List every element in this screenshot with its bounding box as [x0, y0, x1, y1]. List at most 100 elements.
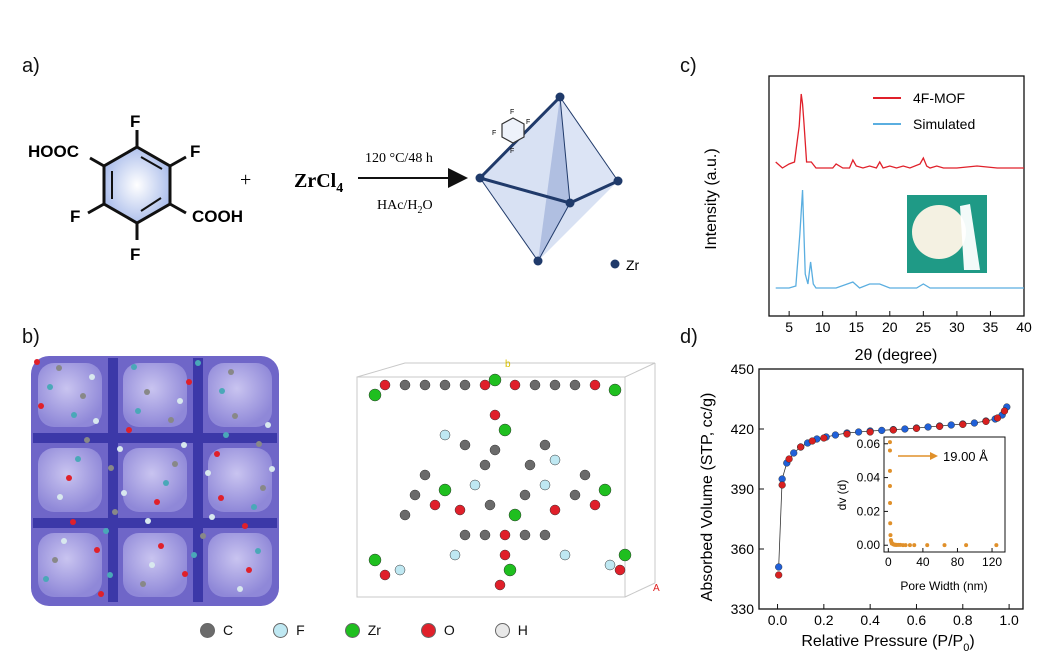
pxrd-xtick-label: 10 [815, 319, 831, 335]
isotherm-ytick-label: 390 [731, 481, 755, 497]
atom-sphere [103, 528, 109, 534]
atom-sphere [608, 383, 622, 397]
atom-sphere [529, 379, 541, 391]
atom-sphere [488, 373, 502, 387]
atom-sphere [519, 529, 531, 541]
atom-sphere [604, 559, 616, 571]
atom-sphere [195, 360, 201, 366]
atom-sphere [140, 581, 146, 587]
atom-sphere [172, 461, 178, 467]
isotherm-point [878, 426, 886, 435]
atom-legend-swatch [200, 622, 215, 638]
mof-unit-cell-render: b A [356, 359, 660, 598]
pxrd-xtick-label: 25 [916, 319, 932, 335]
atom-sphere [499, 529, 511, 541]
isotherm-xtick-label: 0.8 [953, 612, 973, 628]
atom-sphere [181, 442, 187, 448]
atom-sphere [459, 379, 471, 391]
legend-label-simulated: Simulated [913, 116, 975, 132]
isotherm-point [1000, 407, 1009, 415]
inset-point [912, 543, 917, 548]
atom-sphere [237, 586, 243, 592]
inset-ytick-label: 0.06 [857, 437, 881, 451]
atom-sphere [71, 412, 77, 418]
atom-legend-item: C [200, 622, 233, 638]
atom-sphere [379, 379, 391, 391]
pore-cavity [38, 533, 102, 597]
atom-sphere [80, 393, 86, 399]
isotherm-point [959, 420, 967, 429]
isotherm-point [901, 425, 909, 433]
atom-sphere [579, 469, 591, 481]
isotherm-ytick-label: 420 [731, 421, 755, 437]
atom-sphere [539, 439, 551, 451]
atom-sphere [57, 494, 63, 500]
isotherm-point [831, 431, 840, 439]
atom-sphere [269, 466, 275, 472]
isotherm-xtick-label: 0.6 [907, 612, 927, 628]
mini-fluoro: F [510, 148, 514, 155]
atom-sphere [439, 379, 451, 391]
isotherm-xlabel: Relative Pressure (P/P0) [801, 633, 974, 654]
atom-sphere [549, 379, 561, 391]
pore-cavity [38, 363, 102, 427]
isotherm-xtick-label: 0.0 [768, 612, 788, 628]
isotherm-point [982, 417, 990, 426]
atom-sphere [569, 379, 581, 391]
isotherm-point [843, 430, 851, 438]
atom-legend-item: Zr [344, 622, 381, 638]
atom-sphere [539, 479, 551, 491]
pore-cavity [208, 363, 272, 427]
inset-ytick-label: 0.04 [857, 471, 881, 485]
atom-sphere [368, 388, 382, 402]
mini-fluoro: F [492, 130, 496, 137]
atom-sphere [459, 439, 471, 451]
isotherm-ylabel: Absorbed Volume (STP, cc/g) [699, 393, 716, 602]
atom-sphere [126, 427, 132, 433]
atom-sphere [494, 579, 506, 591]
pore-cavity [123, 448, 187, 512]
atom-sphere [135, 408, 141, 414]
atom-sphere [549, 504, 561, 516]
inset-point [964, 543, 969, 548]
atom-sphere [66, 475, 72, 481]
atom-sphere [158, 543, 164, 549]
atom-sphere [479, 379, 491, 391]
fluoro-label: F [190, 142, 200, 161]
plus-sign: + [240, 169, 251, 191]
atom-sphere [519, 489, 531, 501]
atom-sphere [484, 499, 496, 511]
atom-sphere [107, 572, 113, 578]
atom-sphere [409, 489, 421, 501]
atom-sphere [539, 529, 551, 541]
atom-legend-swatch [494, 622, 510, 638]
legend-label-4f-mof: 4F-MOF [913, 90, 965, 106]
atom-sphere [218, 495, 224, 501]
atom-sphere [246, 567, 252, 573]
isotherm-point [993, 414, 1002, 422]
reaction-conditions-bottom: HAc/H2O [377, 198, 433, 216]
isotherm-point [778, 475, 786, 483]
atom-sphere [503, 563, 517, 577]
atom-sphere [598, 483, 612, 497]
atom-legend-label: C [223, 622, 234, 638]
atom-sphere [614, 564, 626, 576]
atom-sphere [186, 379, 192, 385]
atom-sphere [108, 465, 114, 471]
atom-sphere [479, 529, 491, 541]
atom-sphere [61, 538, 67, 544]
pxrd-series-line [775, 93, 1024, 169]
atom-sphere [84, 437, 90, 443]
pore-cavity [208, 448, 272, 512]
atom-sphere [489, 409, 501, 421]
atom-sphere [163, 480, 169, 486]
atom-sphere [256, 441, 262, 447]
carboxyl-group-right: COOH [192, 207, 243, 226]
isotherm-point [854, 428, 863, 436]
zr-legend-label: Zr [626, 257, 640, 273]
atom-sphere [454, 504, 466, 516]
mini-fluoro: F [510, 109, 514, 116]
mini-fluoro: F [526, 119, 530, 126]
atom-sphere [219, 388, 225, 394]
sample-photo-inset [907, 195, 987, 273]
